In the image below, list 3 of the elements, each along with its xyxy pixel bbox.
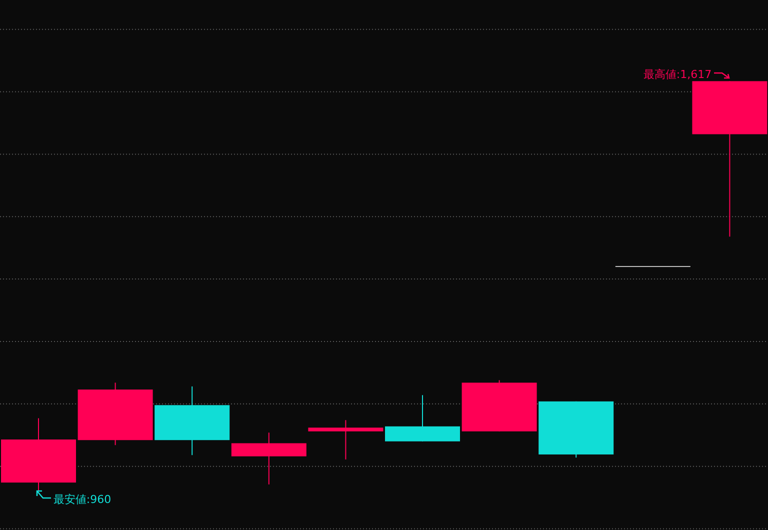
candlestick (308, 420, 384, 460)
annotation: 最安値:960 (53, 492, 112, 508)
annotation: 最高値:1,617 (643, 67, 712, 82)
